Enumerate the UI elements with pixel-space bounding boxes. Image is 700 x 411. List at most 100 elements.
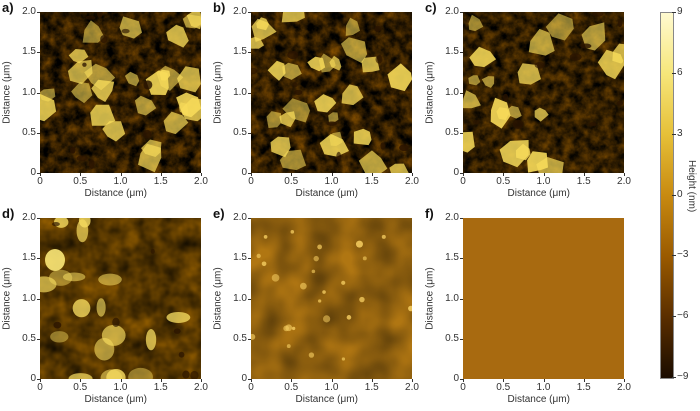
surface-grain bbox=[141, 139, 162, 157]
surface-grain bbox=[282, 98, 310, 123]
colorbar-tick-mark bbox=[672, 377, 676, 378]
x-tick-label: 1.0 bbox=[324, 382, 339, 393]
x-axis-label: Distance (μm) bbox=[295, 394, 358, 405]
y-tick-label: 2.0 bbox=[233, 6, 247, 17]
x-tick-mark bbox=[291, 379, 293, 382]
x-tick-mark bbox=[503, 173, 505, 176]
surface-grain bbox=[281, 12, 305, 23]
x-tick-label: 0 bbox=[37, 176, 43, 187]
x-tick-mark bbox=[463, 173, 464, 176]
surface-pit bbox=[53, 321, 62, 329]
y-tick-mark bbox=[460, 338, 463, 340]
x-tick-mark bbox=[120, 379, 122, 382]
surface-pit bbox=[143, 80, 153, 90]
surface-grain bbox=[346, 315, 352, 320]
panel-letter: e) bbox=[213, 206, 225, 221]
surface-grain bbox=[517, 63, 541, 85]
surface-pit bbox=[178, 351, 185, 358]
y-tick-label: 1.0 bbox=[22, 292, 36, 304]
colorbar-tick-label: 9 bbox=[677, 6, 683, 17]
x-tick-label: 1.0 bbox=[113, 382, 128, 393]
x-tick-label: 1.5 bbox=[576, 176, 591, 187]
surface-pit bbox=[51, 222, 60, 227]
x-tick-mark bbox=[583, 173, 585, 176]
surface-grain bbox=[341, 280, 346, 285]
y-tick-mark bbox=[37, 173, 40, 174]
afm-height-map bbox=[251, 12, 412, 173]
y-tick-label: 1.0 bbox=[233, 292, 247, 304]
surface-grain bbox=[387, 63, 412, 92]
x-tick-mark bbox=[371, 379, 373, 382]
x-tick-label: 0 bbox=[460, 382, 466, 393]
panel-letter: b) bbox=[213, 0, 226, 15]
x-tick-mark bbox=[160, 173, 162, 176]
surface-pit bbox=[502, 93, 509, 102]
surface-pit bbox=[589, 122, 597, 127]
surface-grain bbox=[318, 53, 336, 73]
colorbar-tick-label: 0 bbox=[677, 188, 683, 200]
surface-grain bbox=[468, 14, 484, 32]
y-axis-label: Distance (μm) bbox=[424, 60, 436, 124]
y-tick-label: 2.0 bbox=[233, 212, 247, 223]
surface-grain bbox=[534, 107, 549, 122]
x-tick-label: 1.5 bbox=[153, 382, 168, 393]
y-tick-label: 0 bbox=[30, 167, 36, 178]
y-tick-mark bbox=[460, 92, 463, 94]
x-tick-label: 2.0 bbox=[194, 176, 208, 187]
surface-grain bbox=[359, 296, 365, 303]
y-tick-mark bbox=[248, 12, 251, 13]
panel-letter: d) bbox=[2, 206, 15, 221]
surface-grain bbox=[341, 84, 364, 106]
surface-grain bbox=[314, 94, 337, 113]
x-tick-label: 1.0 bbox=[113, 176, 128, 187]
afm-height-map bbox=[463, 218, 624, 379]
afm-texture bbox=[463, 218, 624, 379]
y-tick-mark bbox=[248, 298, 251, 300]
colorbar-tick-label: −3 bbox=[677, 249, 689, 261]
surface-pit bbox=[121, 28, 130, 34]
surface-grain bbox=[290, 230, 295, 234]
surface-grain bbox=[341, 357, 346, 361]
y-tick-mark bbox=[460, 379, 463, 380]
surface-pit bbox=[88, 159, 95, 169]
surface-pit bbox=[182, 370, 190, 379]
y-tick-mark bbox=[460, 12, 463, 13]
colorbar-tick-mark bbox=[672, 12, 676, 13]
x-tick-label: 0 bbox=[248, 176, 254, 187]
y-tick-label: 2.0 bbox=[445, 6, 459, 17]
y-tick-mark bbox=[460, 218, 463, 219]
x-axis-label: Distance (μm) bbox=[84, 394, 147, 405]
surface-pit bbox=[534, 61, 546, 69]
surface-pit bbox=[70, 147, 76, 154]
surface-pit bbox=[294, 89, 303, 95]
y-tick-label: 0.5 bbox=[22, 126, 36, 138]
y-tick-mark bbox=[248, 132, 251, 134]
afm-height-map bbox=[251, 218, 412, 379]
x-tick-label: 0 bbox=[37, 382, 43, 393]
y-tick-mark bbox=[248, 173, 251, 174]
x-tick-mark bbox=[291, 173, 293, 176]
surface-grain bbox=[283, 325, 289, 332]
y-tick-mark bbox=[37, 258, 40, 260]
x-tick-label: 0 bbox=[460, 176, 466, 187]
y-tick-label: 1.5 bbox=[233, 252, 247, 264]
surface-grain bbox=[282, 62, 302, 80]
y-tick-mark bbox=[37, 379, 40, 380]
surface-grain bbox=[468, 75, 481, 86]
surface-grain bbox=[286, 344, 291, 349]
colorbar-tick-label: −9 bbox=[677, 371, 689, 382]
y-axis-label: Distance (μm) bbox=[212, 266, 224, 330]
surface-pit bbox=[569, 53, 582, 61]
y-tick-label: 1.0 bbox=[22, 86, 36, 98]
x-tick-label: 2.0 bbox=[405, 176, 419, 187]
y-tick-label: 1.5 bbox=[233, 46, 247, 58]
x-tick-mark bbox=[120, 173, 122, 176]
surface-grain bbox=[84, 63, 116, 91]
y-tick-label: 1.5 bbox=[22, 46, 36, 58]
y-tick-label: 0.5 bbox=[233, 332, 247, 344]
surface-grain bbox=[50, 331, 69, 343]
x-tick-label: 0.5 bbox=[496, 176, 511, 187]
surface-pit bbox=[96, 12, 103, 18]
surface-pit bbox=[150, 248, 155, 254]
surface-grain bbox=[68, 373, 93, 379]
